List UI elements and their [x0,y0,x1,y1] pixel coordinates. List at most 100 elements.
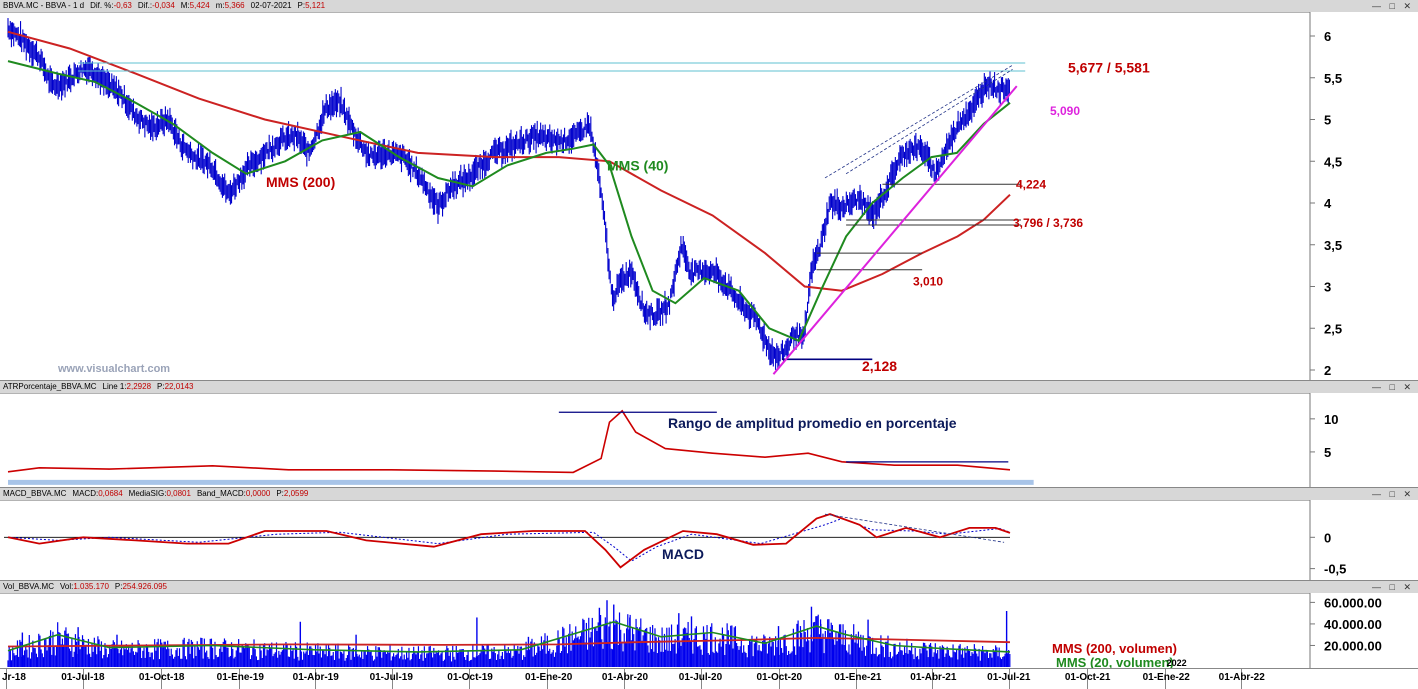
x-tick-label: 01-Abr-21 [910,672,957,683]
price-pane-title: BBVA.MC - BBVA - 1 d [3,1,85,10]
x-tick [1086,669,1088,689]
x-tick-label: 01-Ene-20 [525,672,573,683]
atr-pane-title: ATRPorcentaje_BBVA.MC [3,382,97,391]
macd-pane-title: MACD_BBVA.MC [3,489,67,498]
x-tick-label: 01-Abr-20 [601,672,649,683]
stat-value: 254.926.095 [122,582,167,591]
volume-mms20-legend: MMS (20, volumen) [1056,655,1174,669]
x-tick [856,669,858,689]
stat-value: 0,0801 [166,489,191,498]
level-3010-label: 3,010 [913,275,943,289]
x-tick [238,669,240,689]
macd-pane: MACD_BBVA.MC MACD:0,0684 MediaSIG:0,0801 Ba… [0,487,1418,581]
atr-caption: Rango de amplitud promedio en porcentaje [668,415,957,431]
year-marker: 2022 [1166,658,1187,668]
y-tick-label: 3,5 [1324,238,1342,253]
stat-value: 0,0684 [98,489,123,498]
macd-caption: MACD [662,546,704,562]
stat-key: Dif. %: [90,1,114,10]
stat-key: Vol: [59,582,74,591]
atr-chart: Rango de amplitud promedio en porcentaje… [7,393,1418,488]
x-tick [160,669,162,689]
volume-mms200-legend: MMS (200, volumen) [1052,641,1177,656]
y-tick-label: 3 [1324,280,1331,295]
window-controls[interactable]: — □ ✕ [1372,1,1414,11]
stat-key: Band_MACD: [196,489,246,498]
x-tick-label: 01-Jul-19 [369,672,413,683]
level-4224-label: 4,224 [1016,178,1046,192]
stat-key: P: [276,489,284,498]
x-tick-label: 01-Abr-19 [292,672,339,683]
y-tick-label: 0 [1324,530,1331,545]
volume-mms20-line [7,620,1011,653]
stat-value: 2,0599 [283,489,309,498]
y-axis-background [1310,393,1418,488]
x-tick [6,669,8,689]
macd-pane-title-bar: MACD_BBVA.MC MACD:0,0684 MediaSIG:0,0801 Ba… [0,488,1418,501]
y-tick-label: 60.000.00 [1324,595,1382,610]
stat-value: -0,034 [152,1,175,10]
volume-pane-title-bar: Vol_BBVA.MC Vol:1.035.170 P:254.926.095 — … [0,581,1418,594]
watermark: www.visualchart.com [58,363,171,375]
mms200-line [7,30,1011,292]
trendline [772,85,1018,375]
x-tick [932,669,934,689]
macd-chart: MACD 0 -0,5 [4,500,1418,581]
stat-value: 0,0000 [245,489,271,498]
stat-value: 22,0143 [164,382,194,391]
stat-value: 5,366 [224,1,245,10]
x-axis: Jr-18 01-Jul-18 01-Oct-18 01-Ene-19 01-Abr-1… [0,658,1418,689]
x-tick-label: 01-Oct-21 [1064,672,1111,683]
stat-date: 02-07-2021 [250,1,292,10]
y-axis-background [1310,500,1418,581]
y-axis-background [1310,593,1418,669]
atr-line [7,409,1011,474]
x-tick [778,669,780,689]
low-label: 2,128 [862,358,897,374]
stat-key: P: [157,382,165,391]
level-3796-label: 3,796 / 3,736 [1013,216,1083,230]
atr-pane: ATRPorcentaje_BBVA.MC Line 1:2,2928 P:22,0… [0,380,1418,488]
atr-pane-title-bar: ATRPorcentaje_BBVA.MC Line 1:2,2928 P:22,0… [0,381,1418,394]
x-tick-label: 01-Jul-21 [987,672,1031,683]
stat-key: P: [297,1,306,10]
x-tick-label: 01-Ene-21 [834,672,882,683]
x-tick [623,669,625,689]
x-tick-label: 01-Jul-20 [678,672,723,683]
price-chart: 5,677 / 5,581 MMS (40) MMS (200) 5,090 4,224… [7,12,1418,380]
window-controls[interactable]: — □ ✕ [1372,489,1414,499]
stat-key: Dif.: [137,1,153,10]
y-tick-label: 5,5 [1324,71,1342,86]
y-tick-label: 5 [1324,445,1331,460]
x-tick [547,669,549,689]
y-tick-label: 6 [1324,29,1331,44]
y-tick-label: 40.000.00 [1324,617,1382,632]
y-tick-label: 4 [1324,196,1332,211]
x-tick-label: 01-Abr-22 [1218,672,1265,683]
stat-value: 5,424 [189,1,210,10]
stat-key: m: [215,1,225,10]
x-tick-label: 01-Oct-18 [138,672,185,683]
x-tick-label: 01-Oct-19 [447,672,493,683]
x-tick [1164,669,1166,689]
x-tick-label: 01-Oct-20 [756,672,803,683]
x-tick-label: 01-Ene-22 [1142,672,1190,683]
x-tick-label: 01-Ene-19 [216,672,264,683]
stat-key: M: [180,1,190,10]
mms40-label: MMS (40) [607,157,668,173]
window-controls[interactable]: — □ ✕ [1372,382,1414,392]
stat-value: -0,63 [113,1,132,10]
stat-key: Line 1: [102,382,127,391]
x-tick [1240,669,1242,689]
y-tick-label: 4,5 [1324,154,1342,169]
resistance-label: 5,677 / 5,581 [1068,60,1150,76]
y-axis-background [1310,12,1418,380]
stat-key: MACD: [72,489,99,498]
window-controls[interactable]: — □ ✕ [1372,582,1414,592]
y-tick-label: 2 [1324,363,1331,378]
x-tick-label: Jr-18 [2,672,26,683]
y-tick-label: -0,5 [1324,562,1346,577]
price-pane-title-bar: BBVA.MC - BBVA - 1 d Dif. %:-0,63 Dif.:-0,… [0,0,1418,13]
mms200-label: MMS (200) [266,174,335,190]
y-tick-label: 10 [1324,412,1338,427]
